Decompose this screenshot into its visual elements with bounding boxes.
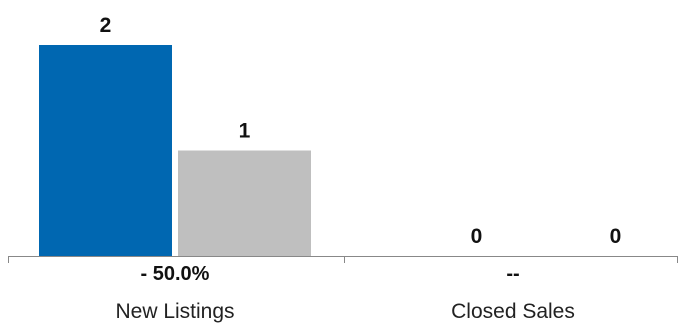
change-label: --: [506, 263, 519, 285]
bar-value-label: 0: [610, 225, 622, 248]
bar-current-0: [39, 45, 172, 256]
bar-prior-0: [178, 150, 311, 256]
bar-value-label: 1: [239, 120, 251, 143]
value-label-group: 2 1 0 0: [100, 14, 622, 248]
category-label-group: - 50.0% New Listings -- Closed Sales: [115, 263, 574, 323]
change-label: - 50.0%: [141, 263, 210, 285]
category-label: New Listings: [115, 300, 234, 323]
category-label: Closed Sales: [451, 300, 575, 323]
x-axis: [8, 256, 678, 263]
bar-value-label: 0: [471, 225, 483, 248]
bar-group: [39, 45, 311, 256]
bar-value-label: 2: [100, 14, 112, 37]
